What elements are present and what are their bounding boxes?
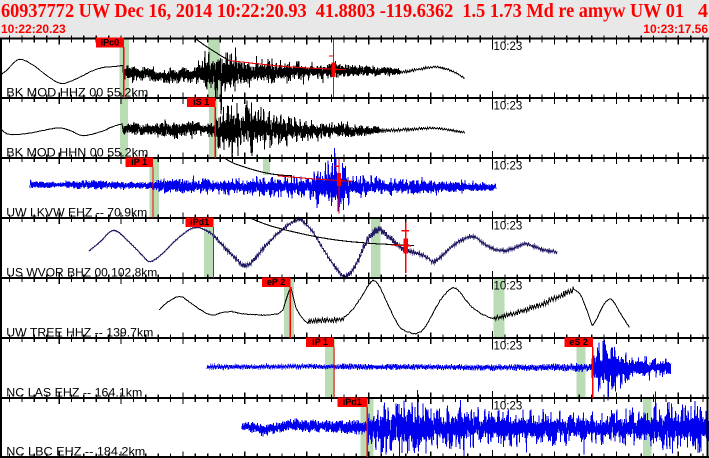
svg-text:10:23: 10:23 <box>494 41 523 53</box>
svg-text:NC LBC EHZ -- 184.2km: NC LBC EHZ -- 184.2km <box>6 444 145 458</box>
svg-text:US WVOR BHZ 00 102.8km: US WVOR BHZ 00 102.8km <box>6 266 157 280</box>
svg-text:UW TREE HHZ -- 139.7km: UW TREE HHZ -- 139.7km <box>6 326 153 340</box>
svg-text:BK MOD HHZ 00 55.2km: BK MOD HHZ 00 55.2km <box>6 86 148 100</box>
svg-text:10:22:20.23: 10:22:20.23 <box>1 22 66 36</box>
svg-text:10:23: 10:23 <box>494 401 523 413</box>
svg-text:60937772 UW Dec 16, 2014 10:22: 60937772 UW Dec 16, 2014 10:22:20.93 41.… <box>1 0 684 22</box>
svg-text:eS 2: eS 2 <box>569 337 588 347</box>
svg-text:10:23: 10:23 <box>494 161 523 173</box>
svg-text:iP 1: iP 1 <box>312 337 328 347</box>
svg-text:BK MOD HHN 00 55.2km: BK MOD HHN 00 55.2km <box>6 146 148 160</box>
svg-text:iPd1: iPd1 <box>343 397 362 407</box>
svg-text:10:23: 10:23 <box>494 221 523 233</box>
svg-text:10:23:17.56: 10:23:17.56 <box>643 22 708 36</box>
svg-text:10:23: 10:23 <box>494 101 523 113</box>
svg-text:eP 2: eP 2 <box>267 277 285 287</box>
svg-text:iPd1: iPd1 <box>190 217 209 227</box>
svg-text:4: 4 <box>698 0 708 22</box>
svg-text:iS 1: iS 1 <box>193 97 209 107</box>
svg-text:iP 1: iP 1 <box>131 157 147 167</box>
svg-text:iPc0: iPc0 <box>101 37 120 47</box>
svg-text:UW LKVW EHZ -- 70.9km: UW LKVW EHZ -- 70.9km <box>6 206 147 220</box>
svg-text:10:23: 10:23 <box>494 341 523 353</box>
svg-text:10:23: 10:23 <box>494 281 523 293</box>
svg-text:NC LAS EHZ -- 164.1km: NC LAS EHZ -- 164.1km <box>6 386 142 400</box>
